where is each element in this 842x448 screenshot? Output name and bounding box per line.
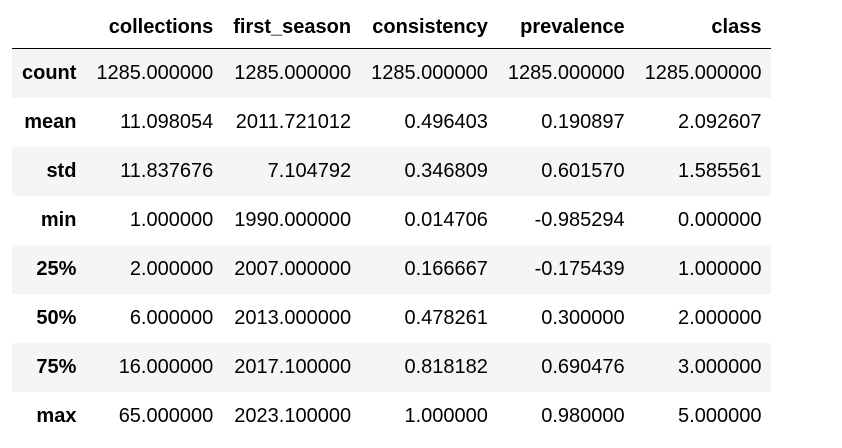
- table-cell: 6.000000: [129, 307, 214, 329]
- row-label: mean: [24, 111, 77, 133]
- table-row: 50% 6.000000 2013.000000 0.478261 0.3000…: [12, 294, 772, 343]
- table-row: max 65.000000 2023.100000 1.000000 0.980…: [12, 392, 772, 441]
- table-row: mean 11.098054 2011.721012 0.496403 0.19…: [12, 98, 772, 147]
- table-row: 25% 2.000000 2007.000000 0.166667 -0.175…: [12, 245, 772, 294]
- table-cell: -0.985294: [534, 209, 625, 231]
- table-cell: 11.098054: [120, 111, 214, 133]
- table-cell: 1.000000: [129, 209, 214, 231]
- header-row: collections first_season consistency pre…: [12, 7, 772, 49]
- table-cell: 1.000000: [678, 258, 762, 280]
- row-label: min: [40, 209, 77, 231]
- row-label: 75%: [36, 356, 77, 378]
- table-cell: 0.166667: [404, 258, 488, 280]
- index-header-cell: [12, 7, 87, 49]
- table-cell: 2023.100000: [234, 405, 352, 427]
- table-cell: 0.014706: [404, 209, 488, 231]
- table-row: 75% 16.000000 2017.100000 0.818182 0.690…: [12, 343, 772, 392]
- table-cell: 0.496403: [404, 111, 488, 133]
- table-cell: 1285.000000: [96, 62, 214, 84]
- table-header: collections first_season consistency pre…: [12, 7, 772, 49]
- table-cell: 7.104792: [267, 160, 352, 182]
- row-label: max: [36, 405, 77, 427]
- row-label: count: [22, 62, 77, 84]
- table-row: std 11.837676 7.104792 0.346809 0.601570…: [12, 147, 772, 196]
- table-cell: 3.000000: [678, 356, 762, 378]
- column-header-collections: collections: [86, 7, 224, 49]
- table-cell: 2017.100000: [234, 356, 352, 378]
- row-label: 50%: [36, 307, 77, 329]
- table-cell: 2.000000: [678, 307, 762, 329]
- table-cell: 0.818182: [404, 356, 488, 378]
- column-header-class: class: [634, 7, 772, 49]
- table-cell: 5.000000: [678, 405, 762, 427]
- table-cell: 0.000000: [678, 209, 762, 231]
- table-cell: 2.000000: [129, 258, 214, 280]
- table-cell: 1285.000000: [234, 62, 352, 84]
- table-cell: 2013.000000: [234, 307, 352, 329]
- table-cell: 0.601570: [541, 160, 625, 182]
- table-cell: 0.690476: [541, 356, 625, 378]
- table-cell: 0.478261: [404, 307, 488, 329]
- table-cell: 1.000000: [404, 405, 488, 427]
- row-label: 25%: [36, 258, 77, 280]
- table-cell: 0.300000: [541, 307, 625, 329]
- table-body: count 1285.000000 1285.000000 1285.00000…: [12, 48, 772, 441]
- table-row: min 1.000000 1990.000000 0.014706 -0.985…: [12, 196, 772, 245]
- table-cell: 0.980000: [541, 405, 625, 427]
- column-header-consistency: consistency: [361, 7, 498, 49]
- table-row: count 1285.000000 1285.000000 1285.00000…: [12, 48, 772, 98]
- table-cell: -0.175439: [534, 258, 625, 280]
- table-cell: 1285.000000: [507, 62, 625, 84]
- table-cell: 2011.721012: [235, 111, 352, 133]
- column-header-first-season: first_season: [223, 7, 362, 49]
- row-label: std: [46, 160, 77, 182]
- table-cell: 1990.000000: [234, 209, 352, 231]
- table-cell: 2.092607: [678, 111, 762, 133]
- table-cell: 11.837676: [120, 160, 214, 182]
- table-cell: 65.000000: [118, 405, 214, 427]
- column-header-prevalence: prevalence: [497, 7, 635, 49]
- table-cell: 1285.000000: [371, 62, 488, 84]
- table-cell: 0.190897: [541, 111, 625, 133]
- table-cell: 16.000000: [118, 356, 214, 378]
- table-cell: 2007.000000: [234, 258, 352, 280]
- table-cell: 1.585561: [678, 160, 762, 182]
- table-cell: 0.346809: [404, 160, 488, 182]
- table-cell: 1285.000000: [644, 62, 762, 84]
- describe-table: collections first_season consistency pre…: [12, 7, 772, 441]
